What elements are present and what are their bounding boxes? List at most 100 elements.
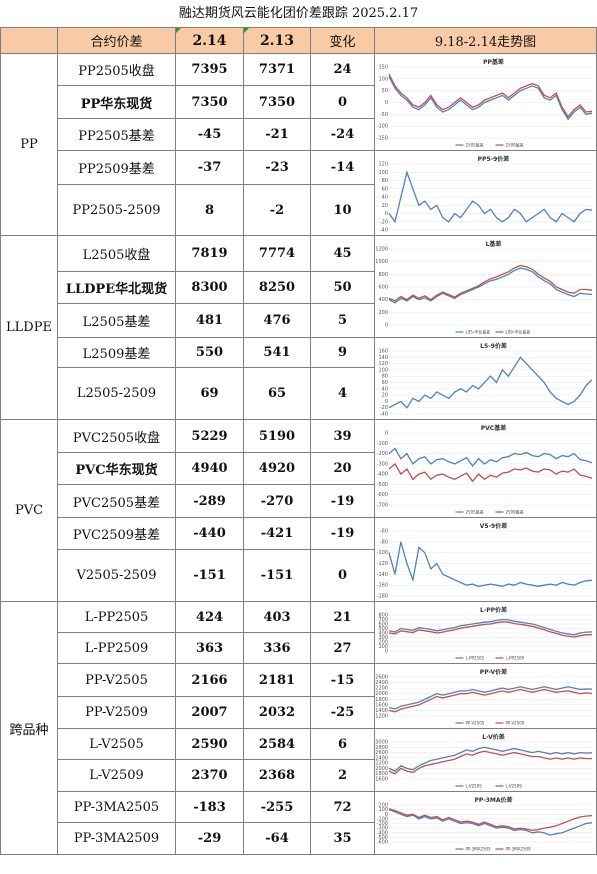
contract-name: PVC2505基差 <box>57 484 176 518</box>
y-tick-label: 200 <box>378 802 388 808</box>
y-tick-label: 1000 <box>375 259 388 265</box>
y-tick-label: 100 <box>378 807 388 813</box>
y-tick-label: 100 <box>378 76 388 82</box>
table-row: L2509基差 550 541 9 L5-9价差 160 140 120 100 80 60 40 20… <box>1 337 597 420</box>
y-tick-label: 200 <box>378 309 388 315</box>
series-line-1 <box>388 264 593 302</box>
y-tick-label: 700 <box>378 617 388 623</box>
contract-name: L-PP2509 <box>57 632 176 664</box>
contract-name: L2505基差 <box>57 303 176 338</box>
y-tick-label: -500 <box>377 481 388 487</box>
header-date-2: 2.13 <box>243 27 311 54</box>
y-tick-label: -400 <box>377 471 388 477</box>
value-previous: -64 <box>243 822 311 855</box>
contract-name: L-PP2505 <box>57 601 176 633</box>
value-current: 481 <box>175 303 244 338</box>
value-current: 2007 <box>175 696 244 729</box>
value-current: -183 <box>175 791 244 823</box>
value-current: 4940 <box>175 452 244 485</box>
value-previous: -270 <box>243 484 311 518</box>
value-change: -14 <box>310 150 375 185</box>
chart-title: L5-9价差 <box>480 342 507 350</box>
value-change: -19 <box>310 484 375 518</box>
value-change: 35 <box>310 822 375 855</box>
value-change: -19 <box>310 517 375 550</box>
chart-title: L-PP价差 <box>480 606 507 614</box>
y-tick-label: 600 <box>378 621 388 627</box>
series-line-0 <box>388 75 593 120</box>
legend-label: 2505基差 <box>466 508 484 514</box>
value-current: 8300 <box>175 271 244 304</box>
series-line-1 <box>388 462 593 482</box>
y-tick-label: 400 <box>378 297 388 303</box>
chart-title: PP基差 <box>483 58 504 66</box>
trend-chart-cell: L5-9价差 160 140 120 100 80 60 40 20 0 -20 -40 <box>374 337 597 420</box>
y-tick-label: 1600 <box>375 776 388 782</box>
y-tick-label: 140 <box>378 354 388 360</box>
y-tick-label: 160 <box>378 348 388 354</box>
table-row: PP PP2505收盘 7395 7371 24 PP基差 150 100 50 0 -50 -100… <box>0 53 597 236</box>
chart-title: PP-3MA价差 <box>475 796 513 804</box>
series-line-0 <box>388 808 593 836</box>
value-change: 2 <box>310 759 375 792</box>
y-tick-label: 1800 <box>375 696 388 702</box>
y-tick-label: -180 <box>377 593 388 599</box>
value-change: 4 <box>310 367 375 420</box>
series-line-1 <box>388 620 593 638</box>
series-line-0 <box>388 169 593 223</box>
y-tick-label: -200 <box>377 821 388 827</box>
y-tick-label: -200 <box>377 451 388 457</box>
contract-name: PVC华东现货 <box>57 452 176 485</box>
value-current: 69 <box>175 367 244 420</box>
group-label: LLDPE <box>0 235 58 420</box>
y-tick-label: 2800 <box>375 744 388 750</box>
table-row: LLDPE华北现货 8300 8250 50 <box>1 271 597 304</box>
table-row: 跨品种 L-PP2505 424 403 21 L-PP价差 800 700 600 500 400… <box>0 601 597 855</box>
value-current: 5229 <box>175 419 244 453</box>
chart-2: L基差 1200 1000 800 600 400 200 0 L05-华北基差 L09-华北基差 <box>375 240 593 334</box>
value-current: 424 <box>175 601 244 633</box>
value-current: 7350 <box>175 85 244 119</box>
y-tick-label: 2200 <box>375 760 388 766</box>
trend-chart-cell: PVC基差 0 -100 -200 -300 -400 -500 -600 -700 2505基差… <box>374 419 597 518</box>
contract-name: L2505收盘 <box>57 235 176 272</box>
y-tick-label: 40 <box>382 386 388 392</box>
chart-title: L基差 <box>486 240 502 248</box>
y-tick-label: -40 <box>380 411 388 417</box>
contract-name: L2509基差 <box>57 337 176 368</box>
trend-chart-cell: PP5-9价差 120 100 80 60 40 20 0 -20 -40 <box>374 150 597 236</box>
contract-name: PP-V2505 <box>57 663 176 697</box>
series-line-0 <box>388 446 593 467</box>
y-tick-label: 1200 <box>375 246 388 252</box>
y-tick-label: -160 <box>377 582 388 588</box>
y-tick-label: 2400 <box>375 755 388 761</box>
legend-label: L05-华北基差 <box>466 328 491 334</box>
value-change: -25 <box>310 696 375 729</box>
chart-title: PVC基差 <box>481 424 506 432</box>
contract-name: LLDPE华北现货 <box>57 271 176 304</box>
value-previous: -421 <box>243 517 311 550</box>
y-tick-label: -700 <box>377 502 388 508</box>
chart-5: V5-9价差 -60 -80 -100 -120 -140 -160 -180 <box>377 522 593 599</box>
contract-name: PP2505基差 <box>57 118 176 151</box>
table-row: PP2509基差 -37 -23 -14 PP5-9价差 120 100 80 60 40 20 0 -… <box>1 150 597 236</box>
y-tick-label: 1400 <box>375 707 388 713</box>
y-tick-label: 300 <box>378 635 388 641</box>
series-line-1 <box>388 688 593 712</box>
value-current: 550 <box>175 337 244 368</box>
y-tick-label: 50 <box>382 88 388 94</box>
y-tick-label: 60 <box>382 380 388 386</box>
value-current: 363 <box>175 632 244 664</box>
y-tick-label: 2400 <box>375 680 388 686</box>
value-current: 2590 <box>175 728 244 760</box>
value-current: 7395 <box>175 53 244 86</box>
chart-0: PP基差 150 100 50 0 -50 -100 -150 2505基差 2509基差 <box>377 58 593 147</box>
y-tick-label: 20 <box>382 392 388 398</box>
value-previous: -21 <box>243 118 311 151</box>
value-previous: 7350 <box>243 85 311 119</box>
y-tick-label: 200 <box>378 639 388 645</box>
